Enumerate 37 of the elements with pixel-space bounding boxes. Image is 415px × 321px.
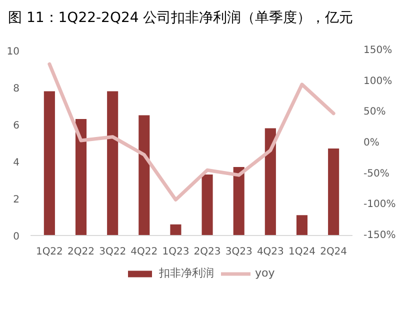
x-tick-label: 2Q24 [320,246,348,258]
y2-tick-label: 50% [364,106,386,118]
bar [44,91,55,236]
legend-label: yoy [255,266,275,280]
x-tick-label: 2Q22 [68,246,94,258]
bar [233,167,244,236]
y2-tick-label: -50% [364,168,390,180]
y2-tick-label: 150% [364,45,392,56]
bar [170,224,182,236]
y2-tick-label: -100% [364,199,396,210]
x-tick-label: 1Q23 [162,246,190,258]
y-tick-label: 4 [13,158,20,168]
x-tick-label: 1Q24 [288,246,316,258]
bar [75,118,87,236]
x-tick-label: 3Q22 [99,246,126,258]
bar [296,215,308,236]
line-series [48,62,336,202]
bar [202,174,213,236]
x-tick-label: 3Q23 [225,246,252,258]
x-tick-label: 2Q23 [194,246,221,258]
y2-tick-label: 0% [364,138,380,148]
bar [107,91,118,236]
y-tick-label: 10 [6,46,20,58]
x-tick-label: 4Q23 [256,246,284,258]
y-tick-label: 6 [13,120,20,132]
bar [138,115,150,236]
bar [328,148,340,236]
y-tick-label: 8 [13,84,20,94]
y2-tick-label: -150% [364,230,396,241]
x-tick-label: 4Q22 [130,246,158,258]
bar [264,128,276,236]
y-tick-label: 0 [13,232,20,242]
chart-title: 图 11：1Q22-2Q24 公司扣非净利润（单季度），亿元 [8,9,354,28]
legend-label: 扣非净利润 [159,266,214,280]
y-tick-label: 2 [13,194,20,206]
x-tick-label: 1Q22 [36,246,63,258]
y2-tick-label: 100% [364,76,392,87]
